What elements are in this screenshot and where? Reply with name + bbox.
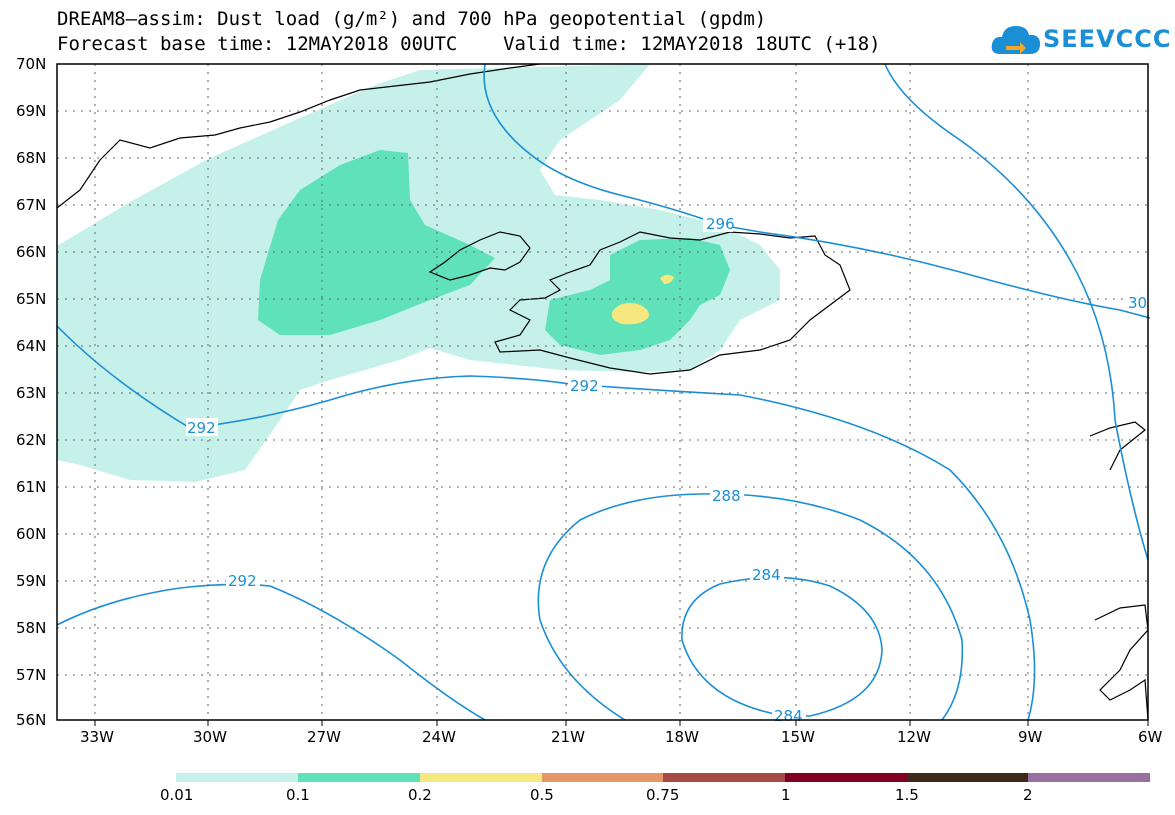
lon-label: 6W [1138, 728, 1163, 746]
lon-label: 15W [781, 728, 815, 746]
lat-label: 60N [16, 525, 46, 543]
colorbar-label: 1 [781, 786, 791, 804]
lon-label: 27W [307, 728, 341, 746]
contour-288 [537, 493, 964, 721]
lat-label: 56N [16, 711, 46, 729]
logo-text: SEEVCCC [1043, 25, 1172, 53]
contour-label-292-w: 292 [187, 419, 216, 437]
coastline-iceland [494, 231, 851, 375]
tick-marks [94, 720, 1149, 726]
colorbar-swatch [907, 773, 1028, 782]
coastline-faroe-scotland [1089, 421, 1149, 721]
colorbar-swatch [785, 773, 907, 782]
seevccc-logo [991, 26, 1040, 54]
contour-label-296: 296 [706, 215, 735, 233]
map-subtitle: Forecast base time: 12MAY2018 00UTC Vali… [57, 33, 881, 55]
lat-label: 57N [16, 666, 46, 684]
lat-label: 61N [16, 478, 46, 496]
lat-label: 70N [16, 55, 46, 73]
map-frame [56, 63, 1149, 721]
lon-label: 30W [193, 728, 227, 746]
lat-label: 69N [16, 102, 46, 120]
dust-area-mid-iceland [545, 238, 730, 355]
colorbar-label: 0.01 [160, 786, 193, 804]
lat-label: 65N [16, 290, 46, 308]
coastline-greenland [56, 63, 541, 209]
lat-label: 66N [16, 243, 46, 261]
lat-label: 67N [16, 196, 46, 214]
lon-label: 21W [551, 728, 585, 746]
contour-label-292-sw: 292 [228, 572, 257, 590]
colorbar-swatch [298, 773, 420, 782]
lon-label: 18W [665, 728, 699, 746]
contour-300-ne [884, 63, 1149, 561]
lat-label: 63N [16, 384, 46, 402]
contour-label-group: 296 30 292 292 288 284 292 284 [186, 214, 1148, 725]
colorbar-swatch [542, 773, 663, 782]
lon-label: 33W [80, 728, 114, 746]
lat-label: 64N [16, 337, 46, 355]
lat-label: 59N [16, 572, 46, 590]
coastline-westfjords [428, 231, 531, 281]
lat-label: 68N [16, 149, 46, 167]
contour-label-292-c: 292 [570, 377, 599, 395]
coastlines [56, 63, 1149, 721]
colorbar-label: 0.2 [408, 786, 432, 804]
contour-284 [681, 576, 883, 717]
longitude-labels: 33W 30W 27W 24W 21W 18W 15W 12W 9W 6W [80, 728, 1163, 746]
lat-label: 62N [16, 431, 46, 449]
colorbar-swatch [1028, 773, 1150, 782]
latitude-labels: 70N 69N 68N 67N 66N 65N 64N 63N 62N 61N … [16, 55, 46, 729]
colorbar-swatch [663, 773, 785, 782]
lon-label: 12W [897, 728, 931, 746]
colorbar-label: 2 [1023, 786, 1033, 804]
colorbar-swatch [176, 773, 298, 782]
colorbar-label: 0.5 [530, 786, 554, 804]
contour-label-284-bottom: 284 [774, 707, 803, 725]
lon-label: 24W [422, 728, 456, 746]
contour-label-284-top: 284 [752, 566, 781, 584]
colorbar-label: 0.75 [646, 786, 679, 804]
graticule [57, 64, 1148, 720]
lon-label: 9W [1018, 728, 1043, 746]
dust-fields [57, 64, 780, 482]
lat-label: 58N [16, 619, 46, 637]
colorbar-label: 1.5 [895, 786, 919, 804]
dust-area-high-1 [611, 303, 649, 325]
colorbar: 0.01 0.1 0.2 0.5 0.75 1 1.5 2 [160, 773, 1150, 804]
contour-label-288: 288 [712, 487, 741, 505]
map-title: DREAM8–assim: Dust load (g/m²) and 700 h… [57, 8, 767, 30]
contour-292-sw [56, 583, 486, 721]
dust-area-high-2 [660, 274, 674, 284]
colorbar-swatch [420, 773, 542, 782]
colorbar-label: 0.1 [286, 786, 310, 804]
dust-area-mid-west [258, 150, 495, 335]
contour-label-30: 30 [1128, 294, 1147, 312]
